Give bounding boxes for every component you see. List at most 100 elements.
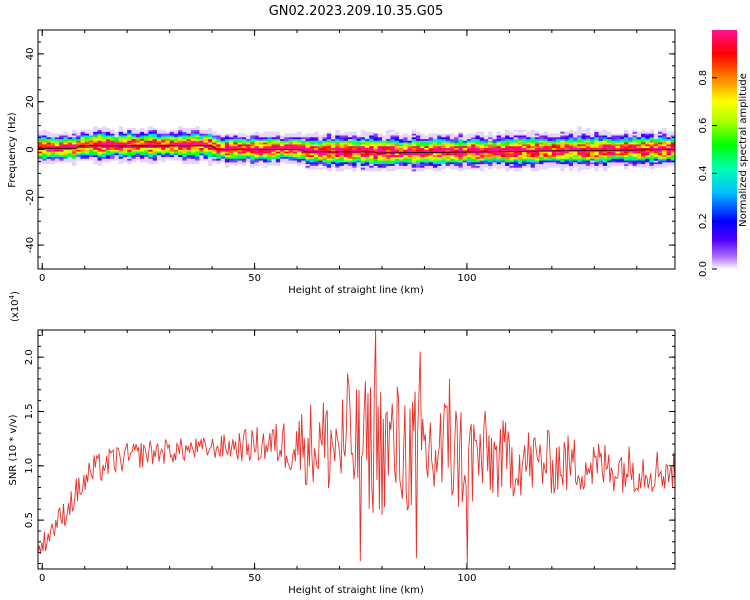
- spectrogram-cell: [76, 131, 81, 134]
- spectrogram-cell: [615, 135, 620, 138]
- spectrogram-cell: [513, 163, 519, 166]
- spectrogram-cell: [246, 144, 251, 147]
- spectrogram-cell: [547, 133, 553, 136]
- spectrogram-cell: [93, 126, 98, 129]
- spectrogram-cell: [598, 147, 604, 150]
- spectrogram-cell: [619, 149, 625, 152]
- spectrogram-cell: [466, 149, 472, 152]
- spectrogram-cell: [377, 154, 383, 157]
- spectrogram-cell: [492, 135, 497, 138]
- spectrogram-cell: [59, 160, 64, 163]
- spectrogram-cell: [513, 133, 519, 136]
- spectrogram-cell: [114, 140, 119, 143]
- spectrogram-cell: [365, 145, 370, 148]
- spectrogram-cell: [199, 158, 204, 161]
- spectrogram-cell: [127, 156, 132, 159]
- spectrogram-ytick-label: -20: [25, 189, 36, 205]
- spectrogram-cell: [42, 142, 47, 145]
- spectrogram-cell: [280, 158, 285, 161]
- spectrogram-cell: [619, 163, 625, 166]
- spectrogram-cell: [564, 147, 570, 150]
- spectrogram-cell: [105, 154, 111, 157]
- spectrogram-cell: [547, 163, 553, 166]
- spectrogram-cell: [318, 135, 323, 138]
- spectrogram-cell: [611, 154, 616, 157]
- spectrogram-cell: [628, 145, 633, 148]
- spectrogram-cell: [352, 135, 357, 138]
- spectrogram-cell: [161, 158, 166, 161]
- spectrogram-cell: [445, 163, 451, 166]
- spectrogram-cell: [598, 158, 604, 161]
- spectrogram-cell: [339, 153, 344, 156]
- spectrogram-cell: [178, 126, 183, 129]
- spectrogram-cell: [220, 145, 226, 148]
- spectrogram-cell: [343, 158, 349, 161]
- spectrogram-cell: [271, 137, 277, 140]
- spectrogram-cell: [309, 167, 315, 170]
- spectrogram-cell: [543, 153, 548, 156]
- spectrogram-cell: [556, 163, 561, 166]
- spectrogram-cell: [203, 133, 209, 136]
- spectrogram-cell: [411, 129, 417, 132]
- spectrogram-cell: [292, 147, 298, 150]
- spectrogram-cell: [190, 137, 196, 140]
- spectrogram-cell: [653, 147, 659, 150]
- spectrogram-cell: [46, 142, 51, 145]
- spectrogram-cell: [220, 154, 226, 157]
- spectrogram-cell: [658, 154, 663, 157]
- spectrogram-cell: [280, 160, 285, 163]
- spectrogram-cell: [237, 158, 243, 161]
- spectrogram-cell: [335, 145, 340, 148]
- spectrogram-cell: [416, 165, 421, 168]
- spectrogram-cell: [148, 162, 153, 165]
- spectrogram-cell: [653, 142, 659, 145]
- spectrogram-cell: [339, 140, 344, 143]
- spectrogram-cell: [275, 156, 281, 159]
- spectrogram-cell: [93, 162, 98, 165]
- spectrogram-cell: [641, 138, 646, 141]
- spectrogram-cell: [190, 158, 196, 161]
- spectrogram-cell: [658, 137, 663, 140]
- spectrogram-cell: [42, 133, 47, 136]
- spectrogram-cell: [611, 140, 616, 143]
- spectrogram-cell: [624, 167, 629, 170]
- spectrogram-cell: [488, 158, 493, 161]
- spectrogram-cell: [169, 158, 175, 161]
- spectrogram-cell: [594, 138, 599, 141]
- spectrogram-cell: [624, 160, 629, 163]
- spectrogram-cell: [360, 147, 366, 150]
- spectrogram-cell: [118, 142, 124, 145]
- spectrogram-cell: [127, 138, 132, 141]
- spectrogram-cell: [55, 135, 60, 138]
- spectrogram-cell: [615, 138, 620, 141]
- spectrogram-cell: [458, 154, 463, 157]
- spectrogram-cell: [190, 140, 196, 143]
- spectrogram-cell: [530, 147, 536, 150]
- spectrogram-cell: [93, 128, 98, 131]
- spectrogram-cell: [318, 145, 323, 148]
- spectrogram-cell: [496, 160, 502, 163]
- spectrogram-cell: [165, 137, 170, 140]
- spectrogram-cell: [326, 140, 332, 143]
- spectrogram-cell: [530, 145, 536, 148]
- spectrogram-cell: [458, 158, 463, 161]
- spectrogram-cell: [590, 140, 595, 143]
- spectrogram-cell: [360, 167, 366, 170]
- spectrogram-cell: [547, 154, 553, 157]
- spectrogram-cell: [220, 158, 226, 161]
- spectrogram-cell: [199, 133, 204, 136]
- spectrogram-cell: [72, 142, 77, 145]
- spectrogram-cell: [445, 153, 451, 156]
- spectrogram-cell: [581, 145, 587, 148]
- colorbar-tick-label: 0.0: [698, 261, 709, 277]
- spectrogram-cell: [182, 142, 187, 145]
- spectrogram-cell: [55, 149, 60, 152]
- spectrogram-cell: [662, 158, 667, 161]
- spectrogram-cell: [89, 131, 94, 134]
- spectrogram-cell: [165, 133, 170, 136]
- spectrogram-cell: [645, 160, 650, 163]
- spectrogram-cell: [577, 169, 582, 172]
- spectrogram-cell: [348, 151, 353, 154]
- spectrogram-cell: [377, 137, 383, 140]
- spectrogram-cell: [602, 138, 608, 141]
